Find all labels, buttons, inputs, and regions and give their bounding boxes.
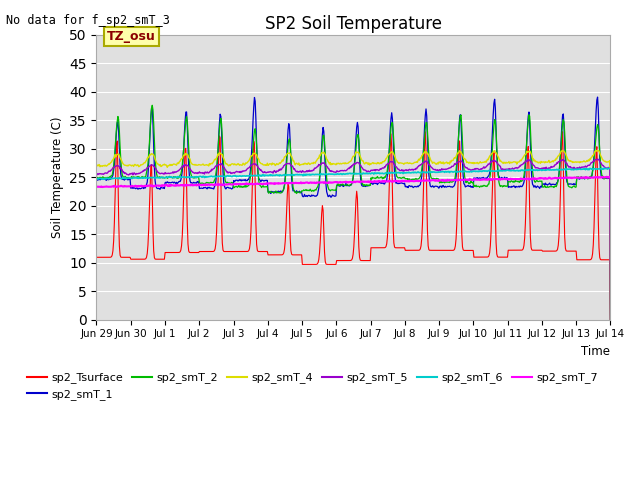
Line: sp2_smT_5: sp2_smT_5 [97,159,611,320]
sp2_smT_4 [607,317,614,323]
sp2_smT_5 [416,163,424,168]
sp2_smT_7 [603,174,611,180]
sp2_smT_2 [156,174,163,180]
sp2_smT_2 [93,174,100,180]
sp2_smT_2 [431,176,439,182]
sp2_smT_5 [607,317,614,323]
Y-axis label: Soil Temperature (C): Soil Temperature (C) [51,117,63,238]
sp2_smT_1 [207,185,214,191]
Line: sp2_smT_2: sp2_smT_2 [97,105,611,320]
sp2_smT_1 [102,177,109,183]
sp2_smT_1 [234,178,242,184]
sp2_smT_6 [99,176,107,182]
Text: No data for f_sp2_smT_3: No data for f_sp2_smT_3 [6,14,170,27]
sp2_smT_1 [431,183,438,189]
sp2_smT_6 [93,176,100,181]
sp2_smT_4 [93,163,100,168]
sp2_Tsurface [607,317,614,323]
sp2_smT_7 [235,181,243,187]
sp2_smT_6 [156,175,163,180]
sp2_smT_6 [102,176,110,181]
sp2_smT_4 [416,157,424,163]
sp2_smT_7 [431,178,439,184]
sp2_smT_7 [208,182,216,188]
sp2_smT_6 [417,169,424,175]
sp2_Tsurface [416,247,424,253]
Line: sp2_smT_6: sp2_smT_6 [97,168,611,179]
sp2_smT_1 [416,182,424,188]
sp2_smT_6 [235,173,243,179]
sp2_smT_7 [102,183,110,189]
Line: sp2_smT_4: sp2_smT_4 [97,150,611,320]
sp2_Tsurface [234,249,242,254]
sp2_Tsurface [102,254,109,260]
sp2_smT_4 [102,163,109,169]
sp2_smT_2 [235,182,243,188]
sp2_smT_5 [431,167,438,173]
sp2_smT_7 [99,184,106,190]
sp2_smT_4 [431,160,438,166]
Line: sp2_Tsurface: sp2_Tsurface [97,132,611,320]
sp2_smT_1 [155,185,163,191]
sp2_smT_6 [607,166,614,172]
sp2_smT_2 [208,180,216,186]
sp2_Tsurface [93,254,100,260]
X-axis label: Time: Time [581,345,611,358]
sp2_smT_5 [102,170,109,176]
sp2_smT_1 [93,178,100,183]
sp2_smT_7 [156,183,163,189]
sp2_smT_1 [607,318,614,324]
Legend: sp2_Tsurface, sp2_smT_1, sp2_smT_2, sp2_smT_4, sp2_smT_5, sp2_smT_6, sp2_smT_7: sp2_Tsurface, sp2_smT_1, sp2_smT_2, sp2_… [22,368,602,404]
sp2_smT_2 [607,317,614,323]
sp2_smT_4 [207,161,214,167]
sp2_smT_4 [155,162,163,168]
sp2_Tsurface [431,248,439,253]
sp2_Tsurface [422,129,429,135]
sp2_smT_7 [607,174,614,180]
sp2_smT_1 [594,94,602,100]
sp2_smT_2 [417,174,424,180]
Text: TZ_osu: TZ_osu [107,30,156,43]
sp2_Tsurface [207,249,214,254]
sp2_smT_4 [234,161,242,167]
sp2_smT_6 [431,169,439,175]
sp2_smT_5 [207,168,214,174]
sp2_smT_5 [93,171,100,177]
sp2_smT_6 [600,165,608,171]
sp2_smT_5 [234,169,242,175]
sp2_smT_6 [208,173,216,179]
sp2_smT_5 [155,170,163,176]
Line: sp2_smT_7: sp2_smT_7 [97,177,611,187]
sp2_smT_2 [102,176,109,181]
sp2_smT_4 [595,147,602,153]
sp2_smT_2 [148,102,156,108]
Title: SP2 Soil Temperature: SP2 Soil Temperature [265,15,442,33]
Line: sp2_smT_1: sp2_smT_1 [97,97,611,321]
sp2_Tsurface [155,256,163,262]
sp2_smT_5 [594,156,602,162]
sp2_smT_7 [93,183,100,189]
sp2_smT_7 [417,178,424,184]
